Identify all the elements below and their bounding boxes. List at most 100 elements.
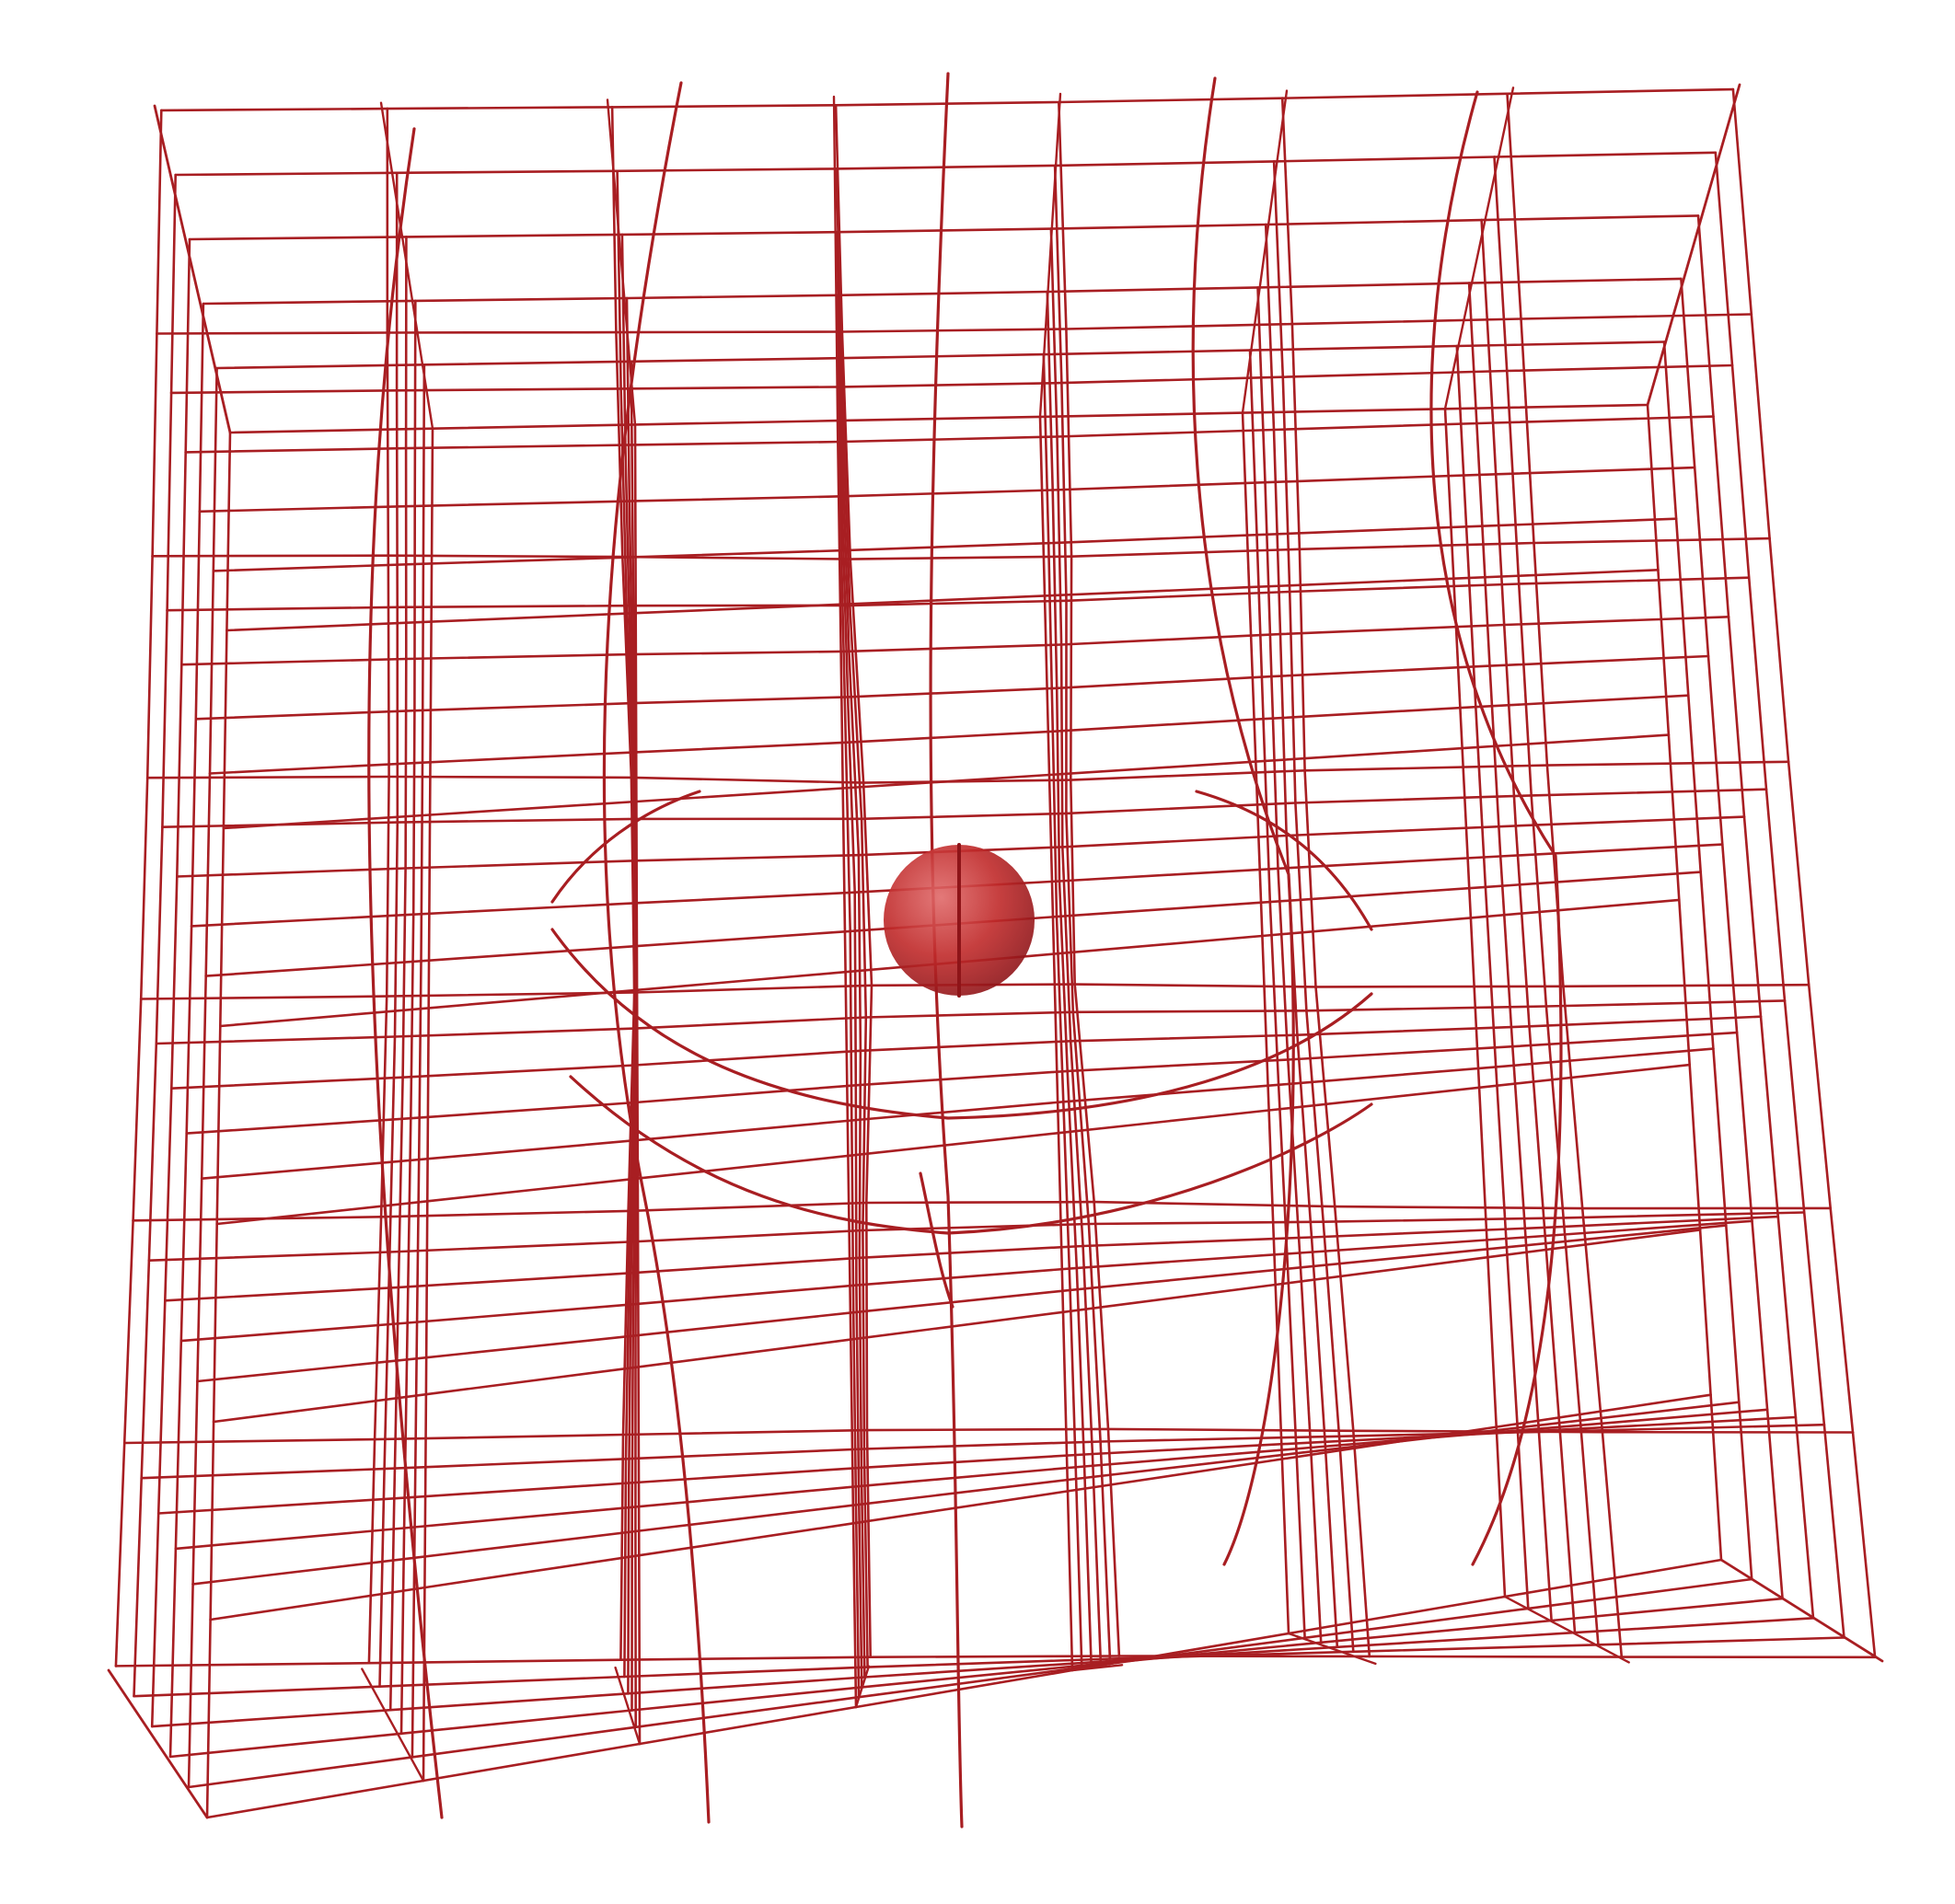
grid-line-horizontal: [634, 1504, 858, 1533]
grid-line-horizontal: [1047, 533, 1258, 545]
grid-line-vertical: [1738, 1401, 1753, 1581]
grid-line-horizontal: [631, 548, 843, 559]
grid-line-horizontal: [1047, 760, 1257, 777]
grid-line-horizontal: [431, 423, 637, 431]
grid-line-vertical: [1727, 615, 1746, 818]
grid-line-horizontal: [155, 1035, 397, 1045]
deformed-strand: [367, 127, 444, 1819]
grid-line-horizontal: [1511, 1031, 1739, 1048]
grid-line-horizontal: [367, 1658, 622, 1665]
grid-line-horizontal: [851, 1288, 1071, 1314]
grid-line-vertical: [204, 772, 212, 977]
grid-line-horizontal: [631, 696, 850, 705]
grid-line-horizontal: [140, 1467, 386, 1480]
grid-line-vertical: [1247, 585, 1257, 763]
grid-line-vertical: [1280, 97, 1294, 326]
grid-line-horizontal: [1046, 286, 1259, 294]
grid-line-vertical: [413, 299, 417, 508]
grid-line-horizontal: [863, 1660, 1103, 1679]
grid-line-vertical: [196, 1177, 203, 1383]
grid-line-vertical: [1730, 363, 1751, 580]
grid-line-horizontal: [616, 167, 839, 173]
grid-line-horizontal: [388, 775, 633, 779]
grid-line-vertical: [415, 1158, 421, 1360]
grid-line-horizontal: [228, 427, 434, 434]
grid-line-horizontal: [1303, 1607, 1530, 1640]
grid-line-horizontal: [215, 363, 426, 370]
grid-line-horizontal: [396, 604, 629, 609]
grid-line-vertical: [1065, 328, 1073, 559]
grid-line-horizontal: [835, 227, 1053, 234]
grid-line-horizontal: [411, 901, 638, 917]
grid-line-vertical: [1494, 1066, 1509, 1249]
grid-line-vertical: [1310, 1236, 1326, 1444]
grid-line-horizontal: [1558, 1415, 1798, 1431]
grid-line-horizontal: [854, 1668, 1074, 1709]
grid-line-horizontal: [632, 1016, 868, 1030]
grid-line-horizontal: [1241, 407, 1447, 414]
grid-line-vertical: [1533, 541, 1549, 767]
grid-line-vertical: [1075, 1266, 1086, 1468]
grid-line-horizontal: [147, 1251, 391, 1262]
grid-line-vertical: [1787, 760, 1810, 987]
grid-line-vertical: [1281, 375, 1291, 594]
grid-line-vertical: [1049, 227, 1058, 438]
grid-line-horizontal: [1455, 340, 1666, 348]
grid-line-vertical: [395, 388, 399, 609]
grid-line-vertical: [1061, 1310, 1070, 1493]
grid-line-vertical: [1802, 1211, 1826, 1426]
grid-line-vertical: [1287, 1058, 1301, 1254]
grid-line-horizontal: [630, 776, 865, 784]
grid-line-vertical: [630, 1303, 635, 1509]
grid-line-vertical: [427, 814, 432, 1010]
grid-line-horizontal: [179, 1321, 410, 1343]
grid-line-vertical: [1324, 1440, 1339, 1649]
grid-line-horizontal: [395, 387, 622, 392]
grid-line-horizontal: [425, 1177, 640, 1203]
grid-line-vertical: [1750, 313, 1771, 540]
grid-line-vertical: [1469, 917, 1481, 1090]
grid-line-horizontal: [421, 751, 637, 765]
grid-line-vertical: [411, 709, 416, 917]
grid-line-horizontal: [399, 1709, 633, 1736]
grid-line-horizontal: [200, 1158, 421, 1180]
grid-line-vertical: [1511, 1044, 1527, 1239]
grid-line-vertical: [208, 570, 215, 775]
grid-line-horizontal: [139, 995, 388, 1000]
grid-line-horizontal: [1038, 411, 1244, 419]
grid-line-vertical: [185, 925, 193, 1135]
grid-line-horizontal: [1277, 1066, 1498, 1087]
grid-line-horizontal: [635, 787, 845, 803]
depth-edge: [854, 1665, 871, 1709]
grid-line-horizontal: [427, 988, 639, 1010]
grid-line-horizontal: [848, 643, 1063, 653]
grid-line-horizontal: [841, 773, 1051, 790]
grid-line-horizontal: [402, 1506, 634, 1529]
depth-edge: [1038, 92, 1062, 419]
grid-line-horizontal: [1278, 623, 1506, 636]
grid-line-vertical: [1241, 411, 1251, 589]
depth-edge: [1719, 1558, 1884, 1663]
grid-line-horizontal: [190, 913, 415, 928]
grid-line-horizontal: [635, 970, 847, 992]
grid-line-vertical: [848, 604, 863, 821]
grid-line-horizontal: [1281, 369, 1509, 379]
grid-line-vertical: [1106, 1427, 1121, 1657]
grid-line-vertical: [1043, 594, 1051, 777]
grid-line-horizontal: [1579, 1423, 1826, 1433]
grid-line-vertical: [1528, 1025, 1546, 1229]
grid-line-vertical: [1822, 1423, 1845, 1639]
grid-line-horizontal: [627, 1466, 863, 1484]
grid-line-horizontal: [156, 1497, 396, 1515]
grid-line-horizontal: [413, 296, 629, 303]
grid-line-vertical: [1256, 286, 1267, 484]
grid-line-vertical: [1601, 1430, 1624, 1658]
grid-line-vertical: [862, 1016, 868, 1232]
grid-line-vertical: [156, 109, 163, 335]
grid-line-vertical: [1759, 1015, 1780, 1218]
grid-line-vertical: [849, 558, 865, 784]
grid-line-vertical: [1478, 473, 1491, 667]
grid-line-vertical: [1255, 533, 1265, 721]
grid-line-vertical: [169, 173, 177, 395]
grid-line-horizontal: [1052, 934, 1264, 955]
